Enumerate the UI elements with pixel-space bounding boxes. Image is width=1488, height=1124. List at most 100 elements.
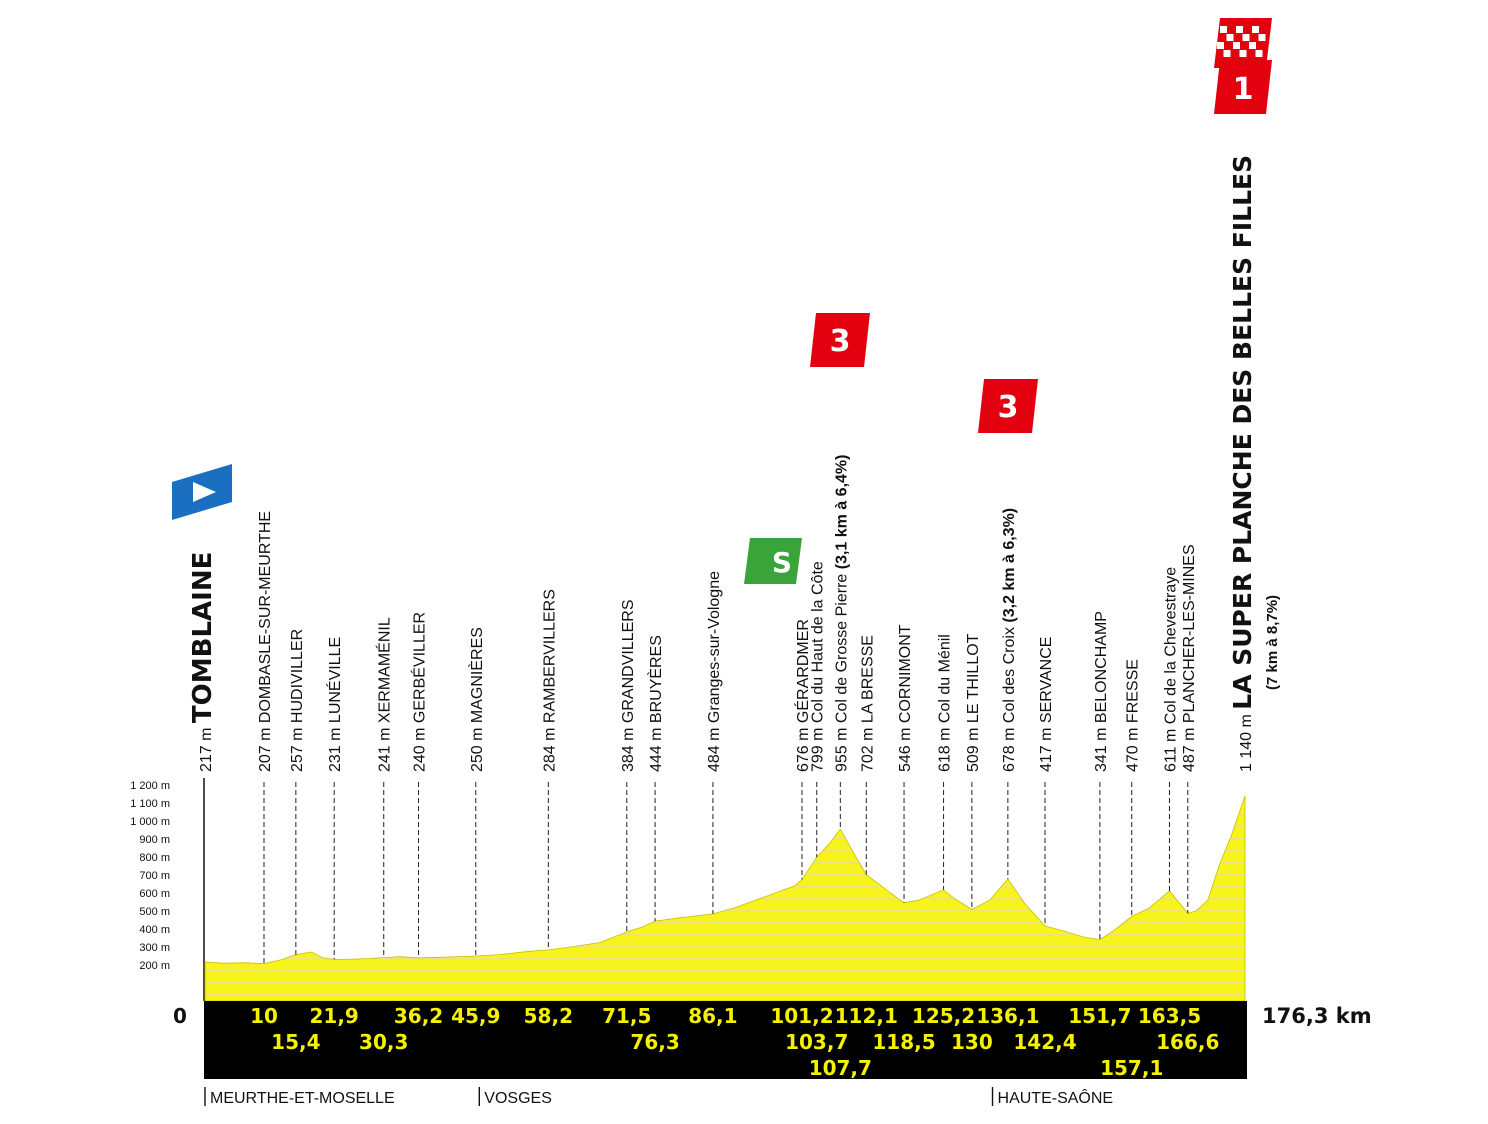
km-label: 103,7 [785,1030,848,1054]
km-label: 163,5 [1138,1004,1201,1028]
place-name: Col du Ménil [937,634,954,723]
y-tick-label: 1 000 m [130,816,170,828]
climb-detail: (3,2 km à 6,3%) [1001,508,1018,627]
place-altitude: 241 m [377,723,394,772]
checker-square [1252,26,1259,33]
place-label: 484 m Granges-sur-Vologne [706,571,723,772]
place-name: BRUYÈRES [646,635,665,723]
climb-category-number: 3 [830,324,851,359]
place-altitude: 676 m [795,723,812,772]
place-label: 509 m LE THILLOT [965,633,982,772]
climb-category-number: 3 [998,390,1019,425]
km-label: 10 [250,1004,278,1028]
place-label: 546 m CORNIMONT [897,624,914,772]
finish-climb-category-number: 1 [1233,72,1254,107]
zero-km-label: 0 [173,1004,187,1028]
y-tick-label: 400 m [139,924,170,936]
place-name: HUDIVILLER [289,629,306,723]
place-label: 444 m BRUYÈRES [646,635,665,772]
km-label: 151,7 [1068,1004,1131,1028]
region-label: MEURTHE-ET-MOSELLE [210,1090,395,1107]
checker-square [1233,42,1240,49]
place-label: 702 m LA BRESSE [859,635,876,772]
place-name: RAMBERVILLERS [541,589,558,723]
y-tick-label: 600 m [139,888,170,900]
checker-square [1223,50,1231,57]
finish-climb-detail: (7 km à 8,7%) [1264,595,1281,690]
km-label: 112,1 [835,1004,898,1028]
place-name: CORNIMONT [897,624,914,723]
place-name: Col de la Chevestraye [1162,567,1179,725]
place-altitude: 546 m [897,723,914,772]
place-name: TOMBLAINE [188,552,218,723]
place-name: LE THILLOT [965,633,982,723]
place-altitude: 240 m [412,723,429,772]
y-tick-label: 1 100 m [130,798,170,810]
place-altitude: 678 m [1001,723,1018,772]
y-axis: 200 m 300 m 400 m 500 m 600 m 700 m 800 m 900 m… [130,778,205,1001]
place-name: GRANDVILLERS [620,599,637,723]
sprint-s-glyph: S [772,546,792,579]
place-label: 487 m PLANCHER-LES-MINES [1181,544,1198,772]
start-arrow-shape [193,482,216,502]
place-name: GÉRARDMER [793,619,812,723]
place-name: XERMAMÉNIL [375,617,394,723]
place-name: DOMBASLE-SUR-MEURTHE [257,511,274,723]
place-label: 799 m Col du Haut de la Côte [810,561,827,772]
place-name: BELONCHAMP [1093,611,1110,723]
place-label: 284 m RAMBERVILLERS [541,589,558,772]
climb-marker-bg [810,313,870,367]
place-altitude: 955 m [833,723,850,772]
climb-category-icon: 3 [978,379,1038,433]
km-label: 86,1 [688,1004,737,1028]
checker-square [1242,34,1250,41]
place-name: LA SUPER PLANCHE DES BELLES FILLES [1228,155,1257,710]
place-name: LUNÉVILLE [325,637,344,723]
place-name: Col de Grosse Pierre [833,574,850,723]
km-label: 130 [951,1030,993,1054]
km-label: 142,4 [1013,1030,1076,1054]
place-altitude: 618 m [937,723,954,772]
km-label: 136,1 [976,1004,1039,1028]
checker-square [1226,34,1234,41]
place-label: 384 m GRANDVILLERS [620,599,637,772]
region-label: VOSGES [484,1090,552,1107]
place-altitude: 611 m [1162,724,1179,772]
km-label: 166,6 [1156,1030,1219,1054]
place-altitude: 250 m [469,723,486,772]
km-label: 157,1 [1100,1056,1163,1080]
region-label: HAUTE-SAÔNE [998,1088,1114,1107]
km-label: 58,2 [524,1004,573,1028]
place-altitude: 799 m [810,723,827,772]
place-label: 250 m MAGNIÈRES [467,627,486,772]
checker-square [1217,42,1224,49]
distance-band [204,1001,1247,1079]
place-altitude: 384 m [620,723,637,772]
checker-square [1249,42,1256,49]
region-labels: MEURTHE-ET-MOSELLE VOSGES HAUTE-SAÔNE [204,1087,1114,1107]
sprint-s-icon: S [744,538,802,584]
place-name: GERBÉVILLER [410,612,429,723]
checkered-flag-icon: 1 [1214,18,1272,114]
km-label: 107,7 [809,1056,872,1080]
place-name: Col du Haut de la Côte [810,561,827,723]
place-label: 417 m SERVANCE [1038,637,1055,772]
y-tick-label: 200 m [139,960,170,972]
place-labels: 217 m TOMBLAINE 207 m DOMBASLE-SUR-MEURTH… [188,155,1281,772]
y-tick-label: 500 m [139,906,170,918]
place-name: Granges-sur-Vologne [706,571,723,723]
place-label: 231 m LUNÉVILLE [325,637,344,772]
km-label: 125,2 [912,1004,975,1028]
place-guide-lines [263,782,1189,964]
place-name: MAGNIÈRES [467,627,486,723]
checker-square [1220,26,1227,33]
km-label: 21,9 [310,1004,359,1028]
place-altitude: 231 m [327,723,344,772]
place-label: 240 m GERBÉVILLER [410,612,429,772]
place-altitude: 509 m [965,723,982,772]
km-label: 45,9 [451,1004,500,1028]
km-label: 101,2 [770,1004,833,1028]
total-distance-label: 176,3 km [1262,1004,1372,1028]
place-label: 341 m BELONCHAMP [1093,611,1110,772]
place-label: 470 m FRESSE [1125,659,1142,772]
